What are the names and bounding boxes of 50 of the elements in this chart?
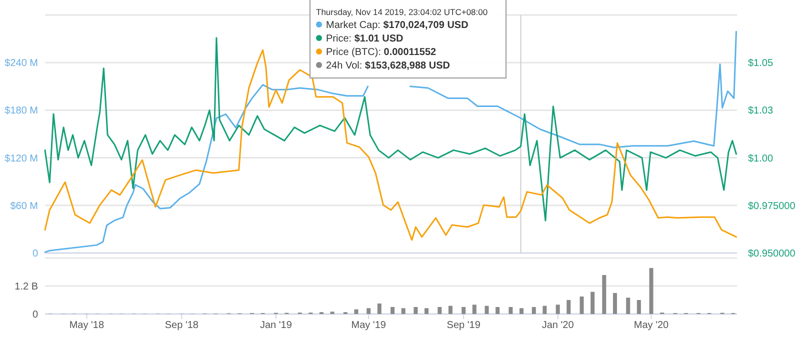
- bar: [496, 307, 500, 314]
- y2-tick-label: $0.975000: [748, 200, 796, 212]
- bar: [649, 268, 654, 314]
- y-tick-label: $240 M: [4, 58, 38, 70]
- y2-tick-label: $0.950000: [748, 248, 796, 260]
- bar: [401, 308, 406, 314]
- bar: [636, 300, 641, 314]
- annotation: 24h Vol: $153,628,988 USD: [326, 60, 450, 72]
- annotation: Market Cap: $170,024,709 USD: [326, 20, 468, 31]
- annotation: Price (BTC): 0.00011552: [326, 47, 436, 58]
- bar: [414, 307, 418, 314]
- bar: [508, 307, 513, 314]
- y2-tick-label: $1.00: [748, 153, 774, 164]
- bar: [354, 309, 358, 314]
- bar: [602, 275, 606, 314]
- bar: [448, 306, 452, 314]
- annotation: Thursday, Nov 14 2019, 23:04:02 UTC+08:00: [316, 7, 488, 17]
- bar: [590, 292, 595, 314]
- bar: [366, 308, 371, 314]
- x-tick-label: May '20: [634, 320, 670, 331]
- y-tick-label: 0: [32, 248, 38, 260]
- bar: [566, 300, 571, 314]
- y-tick-label: $120 M: [4, 153, 38, 164]
- bar: [484, 306, 489, 314]
- x-tick-label: Sep '18: [164, 320, 199, 331]
- x-tick-label: May '18: [69, 320, 104, 331]
- bar: [377, 304, 382, 314]
- bar: [580, 296, 584, 314]
- y-tick-label: 0: [32, 310, 38, 320]
- bar: [520, 308, 524, 314]
- bar: [542, 306, 547, 314]
- y2-tick-label: $1.05: [748, 58, 774, 70]
- bar: [424, 308, 429, 314]
- bar: [532, 307, 536, 314]
- bar: [626, 298, 630, 314]
- y2-tick-label: $1.03: [748, 106, 774, 117]
- bar: [462, 307, 466, 314]
- bar: [472, 304, 476, 314]
- x-tick-label: Jan '19: [260, 320, 292, 331]
- bar: [390, 307, 395, 314]
- x-tick-label: Jan '20: [542, 320, 574, 331]
- annotation: Price: $1.01 USD: [326, 34, 404, 44]
- bar: [612, 293, 617, 314]
- y-tick-label: $180 M: [4, 106, 38, 117]
- bar: [556, 304, 560, 314]
- y-tick-label: $60 M: [10, 200, 38, 212]
- x-tick-label: May '19: [351, 320, 386, 331]
- y-tick-label: 1.2 B: [14, 282, 38, 292]
- bar: [438, 307, 442, 314]
- x-tick-label: Sep '19: [446, 320, 481, 331]
